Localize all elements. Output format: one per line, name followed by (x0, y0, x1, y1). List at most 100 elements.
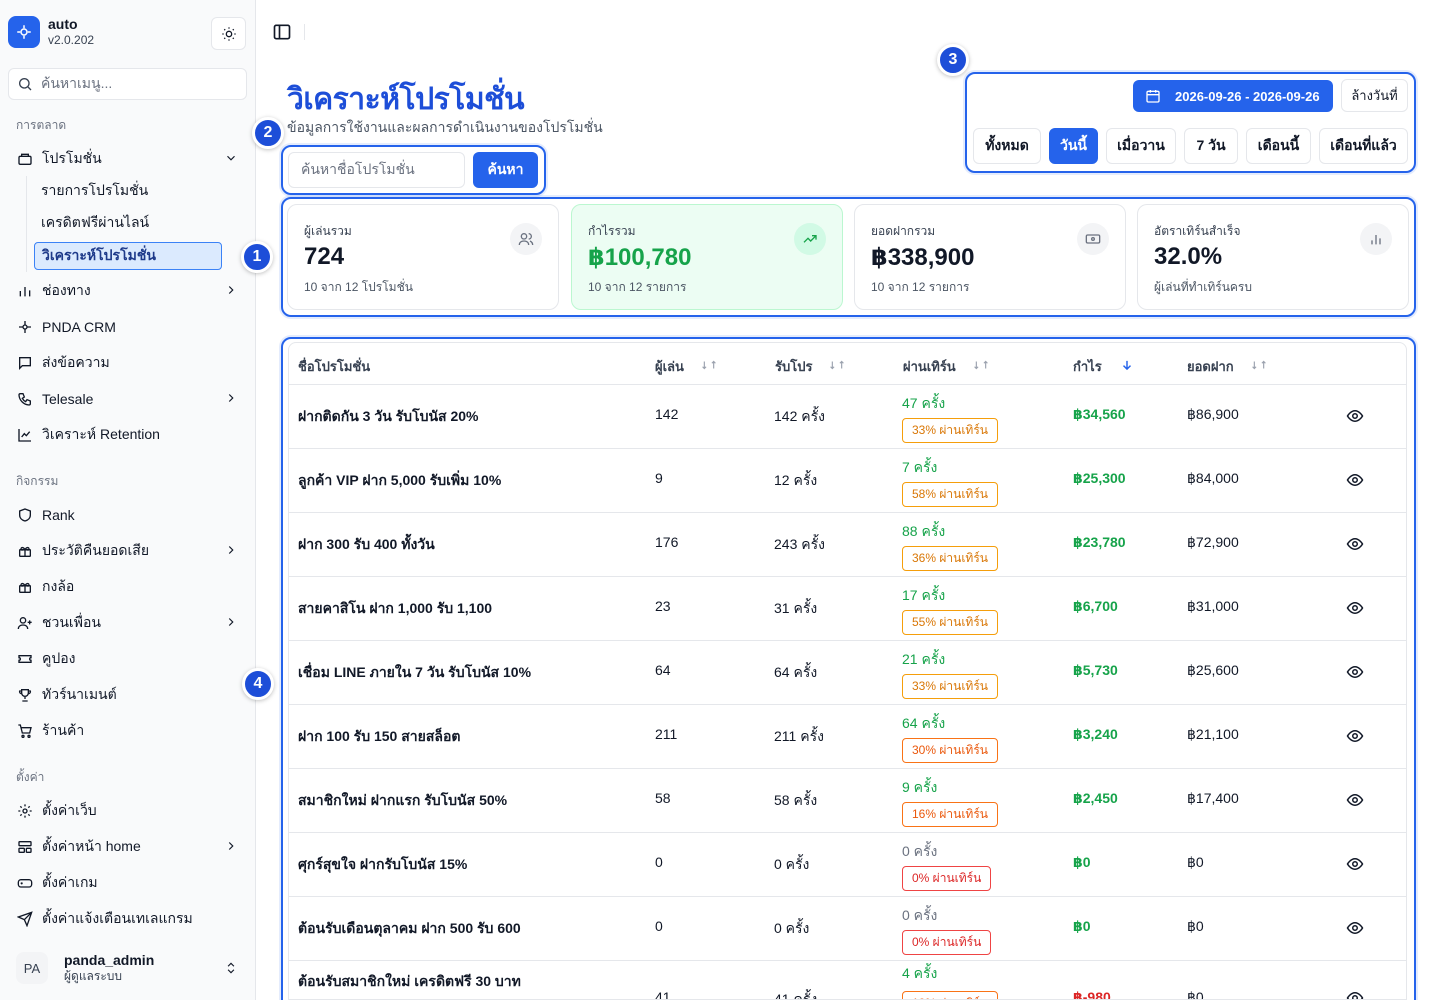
eye-icon[interactable] (1346, 919, 1364, 940)
menu-search-input[interactable]: ค้นหาเมนู... (8, 68, 247, 100)
column-header-claims[interactable]: รับโปร (775, 356, 845, 377)
column-header-profit[interactable]: กำไร (1073, 356, 1134, 377)
turnover-percent-badge: 0% ผ่านเทิร์น (902, 866, 992, 891)
eye-icon[interactable] (1346, 855, 1364, 876)
eye-icon[interactable] (1346, 407, 1364, 428)
range-this-month-button[interactable]: เดือนนี้ (1246, 128, 1311, 164)
avatar: PA (16, 952, 48, 984)
players-count: 0 (655, 854, 663, 870)
eye-icon[interactable] (1346, 599, 1364, 620)
eye-icon[interactable] (1346, 791, 1364, 812)
table-row: สายคาสิโน ฝาก 1,000 รับ 1,100 23 31 ครั้ง 1… (289, 577, 1406, 641)
sidebar-item-telegram-settings[interactable]: ตั้งค่าแจ้งเตือนเทเลแกรม (8, 903, 248, 935)
sidebar-subitem-free-credit-line[interactable]: เครดิตฟรีผ่านไลน์ (41, 214, 150, 230)
promo-name: ศุกร์สุขใจ ฝากรับโบนัส 15% (298, 856, 468, 872)
date-range-picker[interactable]: 2026-09-26 - 2026-09-26 (1133, 80, 1333, 112)
profit-value: ฿3,240 (1073, 726, 1118, 742)
players-count: 23 (655, 598, 671, 614)
turnover-percent-badge: 55% ผ่านเทิร์น (902, 610, 998, 635)
search-button[interactable]: ค้นหา (473, 152, 538, 188)
sidebar-item-pnda-crm[interactable]: PNDA CRM (8, 311, 248, 343)
eye-icon[interactable] (1346, 471, 1364, 492)
table-row: ต้อนรับสมาชิกใหม่ เครดิตฟรี 30 บาท 41 41 ค… (289, 961, 1406, 999)
profit-value: ฿34,560 (1073, 406, 1126, 422)
column-label: รับโปร (775, 359, 813, 374)
sidebar-item-label: ร้านค้า (42, 722, 85, 738)
column-label: ผ่านเทิร์น (903, 359, 956, 374)
promo-search-input[interactable]: ค้นหาชื่อโปรโมชั่น (288, 152, 465, 188)
sidebar-item-promotions[interactable]: โปรโมชั่น (8, 143, 248, 175)
shopping-cart-icon (16, 722, 34, 740)
eye-icon[interactable] (1346, 989, 1364, 999)
deposit-value: ฿86,900 (1187, 406, 1239, 422)
column-label: ผู้เล่น (655, 359, 684, 374)
sidebar-item-label: โปรโมชั่น (42, 150, 102, 166)
range-yesterday-button[interactable]: เมื่อวาน (1106, 128, 1176, 164)
turnover-count: 17 ครั้ง (902, 587, 946, 603)
theme-toggle-button[interactable] (211, 17, 246, 50)
menu-search-placeholder: ค้นหาเมนู... (41, 75, 113, 91)
column-header-name[interactable]: ชื่อโปรโมชั่น (298, 356, 370, 377)
column-header-deposit[interactable]: ยอดฝาก (1187, 356, 1266, 377)
table-row: ฝาก 100 รับ 150 สายสล็อต 211 211 ครั้ง 64 ค… (289, 705, 1406, 769)
sidebar-subitem-promo-analytics[interactable]: วิเคราะห์โปรโมชั่น (34, 242, 222, 270)
sidebar-item-home-settings[interactable]: ตั้งค่าหน้า home (8, 831, 248, 863)
user-plus-icon (16, 614, 34, 632)
sidebar-item-label: ตั้งค่าหน้า home (42, 838, 141, 854)
eye-icon[interactable] (1346, 727, 1364, 748)
range-last-month-button[interactable]: เดือนที่แล้ว (1319, 128, 1408, 164)
range-today-button[interactable]: วันนี้ (1049, 128, 1098, 164)
sidebar-item-label: คูปอง (42, 650, 76, 666)
sidebar-item-rank[interactable]: Rank (8, 499, 248, 531)
sidebar-item-shop[interactable]: ร้านค้า (8, 715, 248, 747)
sidebar-item-channels[interactable]: ช่องทาง (8, 275, 248, 307)
sidebar-item-invite-friends[interactable]: ชวนเพื่อน (8, 607, 248, 639)
table-row: ฝากติดกัน 3 วัน รับโบนัส 20% 142 142 ครั้ง… (289, 385, 1406, 449)
sidebar-item-game-settings[interactable]: ตั้งค่าเกม (8, 867, 248, 899)
turnover-count: 0 ครั้ง (902, 843, 938, 859)
turnover-percent-badge: 33% ผ่านเทิร์น (902, 418, 998, 443)
highlight-box-3 (965, 72, 1416, 173)
clear-date-button[interactable]: ล้างวันที่ (1341, 79, 1408, 112)
sidebar-item-label: ทัวร์นาเมนต์ (42, 686, 117, 702)
players-count: 9 (655, 470, 663, 486)
sidebar-item-cashback-history[interactable]: ประวัติคืนยอดเสีย (8, 535, 248, 567)
sidebar-item-web-settings[interactable]: ตั้งค่าเว็บ (8, 795, 248, 827)
group-label-marketing: การตลาด (16, 118, 67, 132)
range-7days-button[interactable]: 7 วัน (1184, 128, 1238, 164)
annotation-badge-4: 4 (242, 668, 274, 700)
sidebar-item-label: ช่องทาง (42, 282, 91, 298)
turnover-percent-badge: 30% ผ่านเทิร์น (902, 738, 998, 763)
user-name: panda_admin (64, 952, 155, 968)
phone-icon (16, 390, 34, 408)
table-row: ต้อนรับเดือนตุลาคม ฝาก 500 รับ 600 0 0 ครั… (289, 897, 1406, 961)
range-all-button[interactable]: ทั้งหมด (973, 128, 1041, 164)
table-row: ศุกร์สุขใจ ฝากรับโบนัส 15% 0 0 ครั้ง 0 ครั้… (289, 833, 1406, 897)
promo-name: เชื่อม LINE ภายใน 7 วัน รับโบนัส 10% (298, 664, 532, 680)
column-header-turnover[interactable]: ผ่านเทิร์น (903, 356, 988, 377)
sidebar-subitem-promo-list[interactable]: รายการโปรโมชั่น (41, 182, 149, 198)
sidebar-item-telesale[interactable]: Telesale (8, 383, 248, 415)
column-header-players[interactable]: ผู้เล่น (655, 356, 716, 377)
sidebar-item-wheel[interactable]: กงล้อ (8, 571, 248, 603)
page-title: วิเคราะห์โปรโมชั่น (287, 83, 525, 116)
promo-name: ต้อนรับสมาชิกใหม่ เครดิตฟรี 30 บาท (298, 973, 521, 989)
brand[interactable]: auto v2.0.202 (8, 16, 94, 48)
sidebar-item-coupon[interactable]: คูปอง (8, 643, 248, 675)
user-menu[interactable]: PA panda_admin ผู้ดูแลระบบ (8, 944, 248, 992)
stat-card-turnover-rate: อัตราเทิร์นสำเร็จ 32.0% ผู้เล่นที่ทำเทิร… (1137, 204, 1409, 310)
eye-icon[interactable] (1346, 663, 1364, 684)
sidebar-item-retention[interactable]: วิเคราะห์ Retention (8, 419, 248, 451)
players-count: 58 (655, 790, 671, 806)
sort-icon (702, 358, 716, 375)
sidebar-item-send-message[interactable]: ส่งข้อความ (8, 347, 248, 379)
annotation-badge-2: 2 (252, 117, 284, 149)
gift-icon (16, 578, 34, 596)
claims-count: 58 ครั้ง (774, 792, 818, 808)
sidebar-toggle-button[interactable] (272, 22, 292, 42)
claims-count: 31 ครั้ง (774, 600, 818, 616)
ticket-icon (16, 650, 34, 668)
sidebar-item-tournament[interactable]: ทัวร์นาเมนต์ (8, 679, 248, 711)
sidebar-item-label: ชวนเพื่อน (42, 614, 101, 630)
eye-icon[interactable] (1346, 535, 1364, 556)
